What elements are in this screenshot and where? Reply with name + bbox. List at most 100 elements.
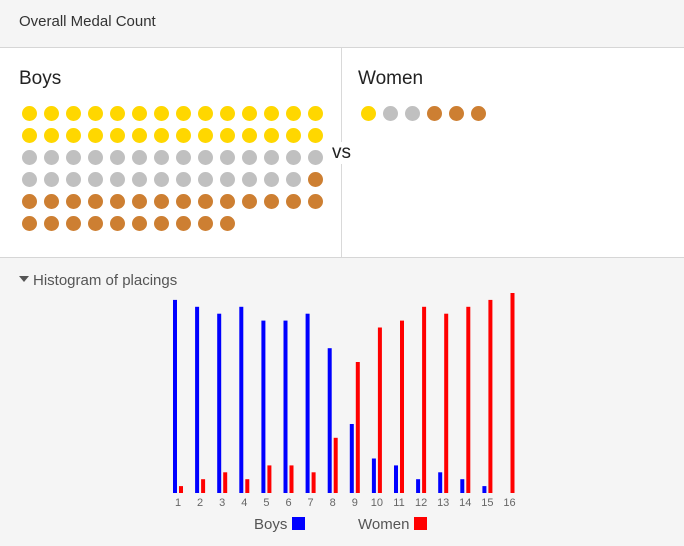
gold-medal <box>22 128 37 143</box>
bar-boys-15 <box>482 486 487 493</box>
gold-medal <box>286 106 301 121</box>
gold-medal <box>176 128 191 143</box>
bar-women-11 <box>400 320 404 493</box>
bar-boys-13 <box>438 472 443 493</box>
gold-medal <box>264 106 279 121</box>
silver-medal <box>176 172 191 187</box>
silver-medal <box>383 106 398 121</box>
bar-women-15 <box>488 299 493 493</box>
tick-label-3: 3 <box>219 497 225 509</box>
bronze-medal <box>88 194 103 209</box>
tick-label-6: 6 <box>285 497 291 509</box>
bronze-medal <box>449 106 464 121</box>
tick-label-16: 16 <box>503 497 515 509</box>
silver-medal <box>66 172 81 187</box>
gold-medal <box>110 128 125 143</box>
silver-medal <box>198 150 213 165</box>
tick-label-15: 15 <box>481 497 493 509</box>
bronze-medal <box>44 216 59 231</box>
silver-medal <box>220 172 235 187</box>
gold-medal <box>22 106 37 121</box>
bronze-medal <box>471 106 486 121</box>
silver-medal <box>176 150 191 165</box>
bronze-medal <box>308 172 323 187</box>
bronze-medal <box>66 194 81 209</box>
bronze-medal <box>154 216 169 231</box>
bronze-medal <box>88 216 103 231</box>
women-title: Women <box>358 68 424 89</box>
histogram-chart: 1 2 3 4 5 6 7 8 9 10 11 12 13 14 15 16 <box>173 293 516 509</box>
silver-medal <box>154 150 169 165</box>
gold-medal <box>154 128 169 143</box>
vs-label: vs <box>332 142 351 164</box>
gold-medal <box>44 128 59 143</box>
bronze-medal <box>132 194 147 209</box>
bronze-medal <box>110 194 125 209</box>
histogram-toggle-label: Histogram of placings <box>33 272 178 289</box>
bar-boys-12 <box>416 479 421 493</box>
gold-medal <box>66 106 81 121</box>
bar-women-6 <box>289 465 294 493</box>
bronze-medal <box>198 216 213 231</box>
bar-women-9 <box>355 362 360 493</box>
silver-medal <box>110 150 125 165</box>
bar-boys-14 <box>460 479 465 493</box>
bar-women-3 <box>223 472 228 493</box>
bar-women-8 <box>333 437 338 493</box>
histogram-toggle[interactable]: Histogram of placings <box>19 272 177 289</box>
bar-women-5 <box>267 465 272 493</box>
boys-title: Boys <box>19 68 62 89</box>
bar-women-13 <box>444 313 449 493</box>
legend-swatch-women <box>414 517 428 530</box>
tick-label-9: 9 <box>352 497 358 509</box>
tick-label-1: 1 <box>175 497 181 509</box>
bar-women-4 <box>245 479 250 493</box>
tick-label-4: 4 <box>241 497 247 509</box>
bronze-medal <box>154 194 169 209</box>
tick-label-7: 7 <box>308 497 314 509</box>
bronze-medal <box>220 194 235 209</box>
tick-label-10: 10 <box>371 497 383 509</box>
bronze-medal <box>427 106 442 121</box>
bronze-medal <box>22 216 37 231</box>
bar-boys-5 <box>261 320 266 493</box>
gold-medal <box>308 106 323 121</box>
gold-medal <box>66 128 81 143</box>
gold-medal <box>154 106 169 121</box>
bar-women-7 <box>311 472 316 493</box>
bar-boys-2 <box>195 306 200 493</box>
silver-medal <box>242 150 257 165</box>
tick-label-5: 5 <box>263 497 269 509</box>
bar-boys-4 <box>239 306 244 493</box>
gold-medal <box>132 106 147 121</box>
bronze-medal <box>264 194 279 209</box>
header: Overall Medal Count <box>0 0 684 48</box>
tick-label-8: 8 <box>330 497 336 509</box>
legend-label-women: Women <box>358 516 410 533</box>
bar-boys-7 <box>305 313 310 493</box>
women-panel: Women <box>342 48 684 257</box>
silver-medal <box>286 172 301 187</box>
tick-label-14: 14 <box>459 497 471 509</box>
silver-medal <box>308 150 323 165</box>
gold-medal <box>176 106 191 121</box>
gold-medal <box>88 106 103 121</box>
legend-swatch-boys <box>292 517 306 530</box>
gold-medal <box>361 106 376 121</box>
gold-medal <box>110 106 125 121</box>
bronze-medal <box>66 216 81 231</box>
tick-label-2: 2 <box>197 497 203 509</box>
silver-medal <box>66 150 81 165</box>
bronze-medal <box>176 194 191 209</box>
gold-medal <box>220 128 235 143</box>
silver-medal <box>132 172 147 187</box>
bronze-medal <box>176 216 191 231</box>
legend-item-boys: Boys <box>254 516 306 533</box>
silver-medal <box>132 150 147 165</box>
bronze-medal <box>220 216 235 231</box>
bar-boys-9 <box>349 424 354 493</box>
page-title: Overall Medal Count <box>19 13 156 30</box>
bar-women-14 <box>466 306 471 493</box>
silver-medal <box>198 172 213 187</box>
bronze-medal <box>198 194 213 209</box>
